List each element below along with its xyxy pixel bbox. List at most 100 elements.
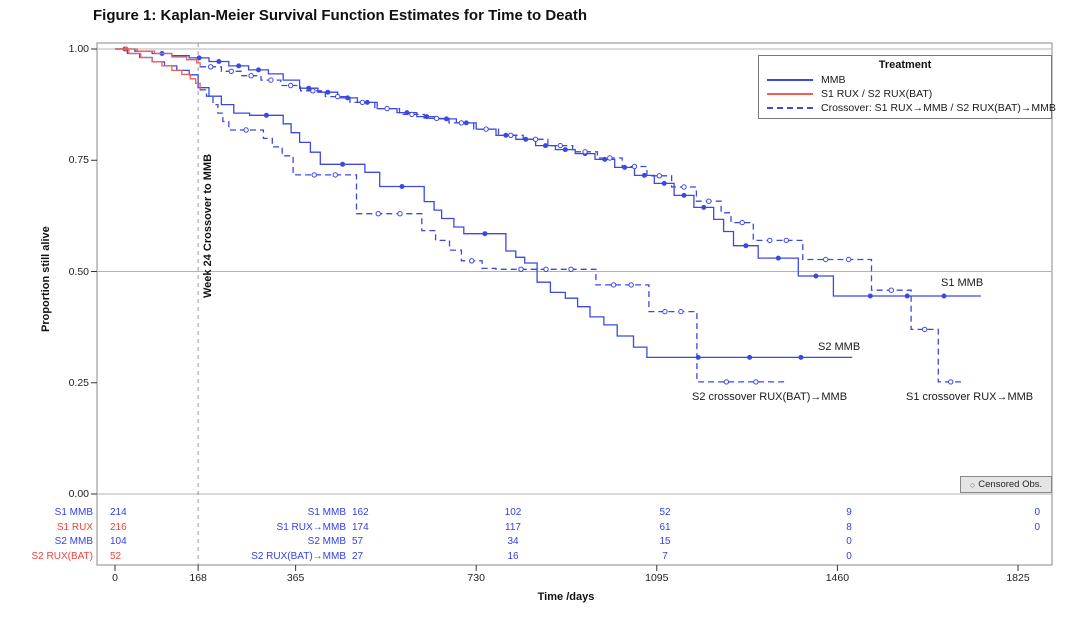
y-tick-label: 1.00 xyxy=(68,43,89,55)
legend-label: MMB xyxy=(821,74,846,86)
risk-cell-v1825: 0 xyxy=(1034,522,1040,533)
censor-mark xyxy=(681,184,687,190)
censor-mark xyxy=(948,379,954,385)
censor-mark xyxy=(941,293,947,299)
legend-line-sample-solid-blue xyxy=(767,79,813,81)
figure-title: Figure 1: Kaplan-Meier Survival Function… xyxy=(93,7,587,24)
annotation-s1-mmb: S1 MMB xyxy=(941,277,984,289)
risk-cell-label0: S1 MMB xyxy=(54,507,93,518)
censored-obs-box: ○ Censored Obs. xyxy=(960,476,1052,493)
censor-mark xyxy=(469,258,475,264)
censor-mark xyxy=(384,105,390,112)
risk-cell-v1460: 9 xyxy=(846,507,852,518)
km-curve-s1-crossover-rux-mmb xyxy=(200,66,964,383)
censor-mark xyxy=(306,85,312,91)
censor-mark xyxy=(216,59,222,64)
y-tick-label: 0.75 xyxy=(68,154,89,167)
risk-cell-v1460: 0 xyxy=(846,536,852,547)
risk-cell-label365: S2 MMB xyxy=(307,536,346,547)
censor-mark xyxy=(359,99,366,106)
risk-cell-v730: 34 xyxy=(507,536,519,547)
censor-mark xyxy=(641,172,647,178)
risk-cell-v1095: 61 xyxy=(659,522,671,533)
annotation-s2-mmb: S2 MMB xyxy=(818,341,861,353)
censor-mark xyxy=(399,184,405,189)
censor-mark xyxy=(867,293,873,299)
censor-mark xyxy=(424,114,430,120)
censor-mark xyxy=(610,282,617,288)
annotation-s2-crossover: S2 crossover RUX(BAT)→MMB xyxy=(692,391,848,403)
risk-cell-v1095: 15 xyxy=(659,536,671,547)
legend-label: S1 RUX / S2 RUX(BAT) xyxy=(821,88,933,100)
censor-mark xyxy=(409,111,415,118)
legend-row-rux: S1 RUX / S2 RUX(BAT) xyxy=(759,87,1051,101)
y-tick-label: 0.25 xyxy=(68,376,89,389)
risk-cell-v0: 104 xyxy=(110,536,127,547)
km-curve-s2-crossover-rux-bat-mmb xyxy=(200,89,786,383)
x-tick-label: 1095 xyxy=(645,572,669,584)
risk-cell-v0: 216 xyxy=(110,522,127,533)
censor-mark xyxy=(775,255,781,261)
censor-mark xyxy=(208,64,214,70)
risk-cell-v365: 27 xyxy=(352,551,364,562)
censored-obs-label: Censored Obs. xyxy=(978,479,1043,490)
km-curve-s1-rux xyxy=(115,48,205,68)
censor-mark xyxy=(783,237,789,244)
censor-mark xyxy=(543,266,549,272)
km-curve-s2-mmb xyxy=(115,48,853,359)
censor-mark xyxy=(325,89,331,95)
legend-line-sample-dashed-blue xyxy=(767,107,813,109)
censor-marker-icon: ○ xyxy=(969,479,976,490)
x-tick-label: 730 xyxy=(467,572,485,584)
censor-mark xyxy=(523,136,529,142)
censor-mark xyxy=(798,354,804,360)
risk-cell-v730: 102 xyxy=(504,507,522,518)
risk-cell-v1460: 0 xyxy=(846,551,852,562)
censor-mark xyxy=(332,172,338,178)
risk-cell-v0: 214 xyxy=(110,507,127,518)
censor-mark xyxy=(375,211,381,217)
censor-mark xyxy=(228,68,235,75)
censor-mark xyxy=(458,120,465,126)
censor-mark xyxy=(661,180,667,186)
legend-line-sample-solid-red xyxy=(767,93,813,95)
censor-mark xyxy=(582,149,588,155)
censor-mark xyxy=(518,266,524,272)
censor-mark xyxy=(543,143,548,149)
treatment-legend: Treatment MMB S1 RUX / S2 RUX(BAT) Cross… xyxy=(758,55,1056,119)
risk-cell-v1095: 52 xyxy=(659,507,671,518)
censor-mark xyxy=(813,273,819,279)
censor-mark xyxy=(678,308,684,315)
censor-mark xyxy=(747,354,753,360)
censor-mark xyxy=(904,293,910,299)
censor-mark xyxy=(723,379,730,385)
km-curve-s2-rux-bat- xyxy=(115,48,205,91)
risk-cell-v1460: 8 xyxy=(846,522,852,533)
censor-mark xyxy=(248,73,254,79)
censor-mark xyxy=(433,115,440,122)
risk-cell-v730: 16 xyxy=(507,551,519,562)
censor-mark xyxy=(340,161,346,167)
plot-frame xyxy=(96,42,1053,566)
censor-mark xyxy=(236,63,242,69)
y-axis-title: Proportion still alive xyxy=(40,226,52,332)
censor-mark xyxy=(753,379,759,385)
censor-mark xyxy=(256,67,261,73)
censor-mark xyxy=(397,211,403,217)
censor-mark xyxy=(681,192,687,198)
crossover-line-label: Week 24 Crossover to MMB xyxy=(202,153,214,298)
censor-mark xyxy=(268,77,274,83)
censor-mark xyxy=(568,266,574,272)
x-tick-label: 365 xyxy=(286,572,305,584)
censor-mark xyxy=(263,112,269,118)
censor-mark xyxy=(483,126,489,132)
censor-mark xyxy=(311,172,317,178)
censor-mark xyxy=(706,198,712,204)
censor-mark xyxy=(444,116,449,122)
censor-mark xyxy=(628,282,634,288)
censor-mark xyxy=(845,256,852,263)
risk-cell-v730: 117 xyxy=(505,522,521,533)
risk-cell-label365: S1 RUX→MMB xyxy=(276,522,346,533)
risk-cell-v0: 52 xyxy=(110,551,122,562)
